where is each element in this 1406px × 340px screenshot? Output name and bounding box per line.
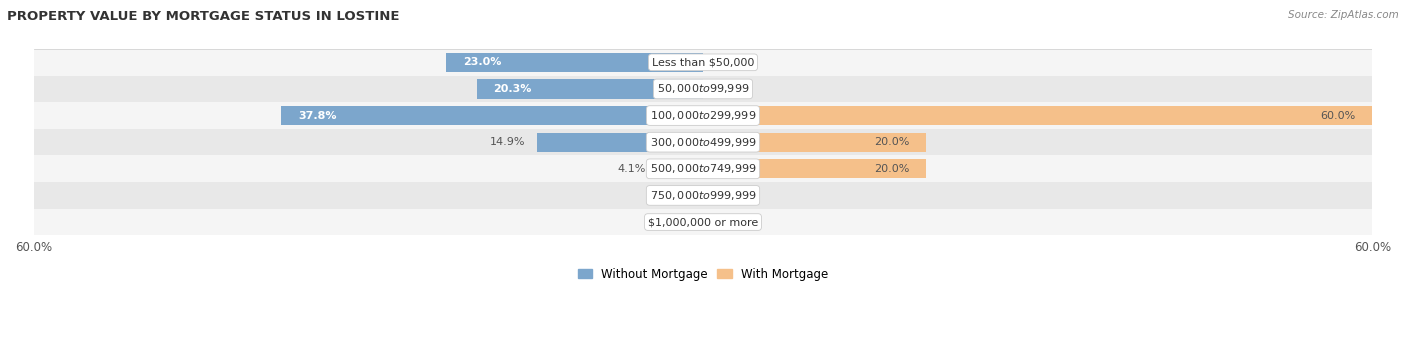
Bar: [477, 79, 703, 99]
Bar: [34, 102, 1372, 129]
Text: Less than $50,000: Less than $50,000: [652, 57, 754, 67]
Bar: [34, 155, 1372, 182]
Bar: [657, 159, 703, 178]
Bar: [34, 49, 1372, 75]
Text: 37.8%: 37.8%: [298, 110, 336, 121]
Text: 0.0%: 0.0%: [720, 217, 748, 227]
Text: $50,000 to $99,999: $50,000 to $99,999: [657, 82, 749, 96]
Text: 4.1%: 4.1%: [617, 164, 647, 174]
Bar: [703, 133, 927, 152]
Legend: Without Mortgage, With Mortgage: Without Mortgage, With Mortgage: [574, 263, 832, 285]
Text: Source: ZipAtlas.com: Source: ZipAtlas.com: [1288, 10, 1399, 20]
Text: 0.0%: 0.0%: [658, 190, 686, 200]
Text: 20.0%: 20.0%: [875, 137, 910, 147]
Text: 0.0%: 0.0%: [720, 190, 748, 200]
Text: 0.0%: 0.0%: [720, 57, 748, 67]
Text: 20.0%: 20.0%: [875, 164, 910, 174]
Bar: [446, 53, 703, 72]
Text: $100,000 to $299,999: $100,000 to $299,999: [650, 109, 756, 122]
Text: 23.0%: 23.0%: [463, 57, 502, 67]
Text: 60.0%: 60.0%: [1320, 110, 1355, 121]
Text: $500,000 to $749,999: $500,000 to $749,999: [650, 162, 756, 175]
Text: PROPERTY VALUE BY MORTGAGE STATUS IN LOSTINE: PROPERTY VALUE BY MORTGAGE STATUS IN LOS…: [7, 10, 399, 23]
Bar: [34, 209, 1372, 235]
Bar: [537, 133, 703, 152]
Text: $300,000 to $499,999: $300,000 to $499,999: [650, 136, 756, 149]
Bar: [34, 75, 1372, 102]
Text: 14.9%: 14.9%: [491, 137, 526, 147]
Bar: [703, 106, 1372, 125]
Text: 0.0%: 0.0%: [720, 84, 748, 94]
Bar: [34, 182, 1372, 209]
Text: $750,000 to $999,999: $750,000 to $999,999: [650, 189, 756, 202]
Bar: [281, 106, 703, 125]
Text: $1,000,000 or more: $1,000,000 or more: [648, 217, 758, 227]
Text: 0.0%: 0.0%: [658, 217, 686, 227]
Text: 20.3%: 20.3%: [494, 84, 531, 94]
Bar: [703, 159, 927, 178]
Bar: [34, 129, 1372, 155]
